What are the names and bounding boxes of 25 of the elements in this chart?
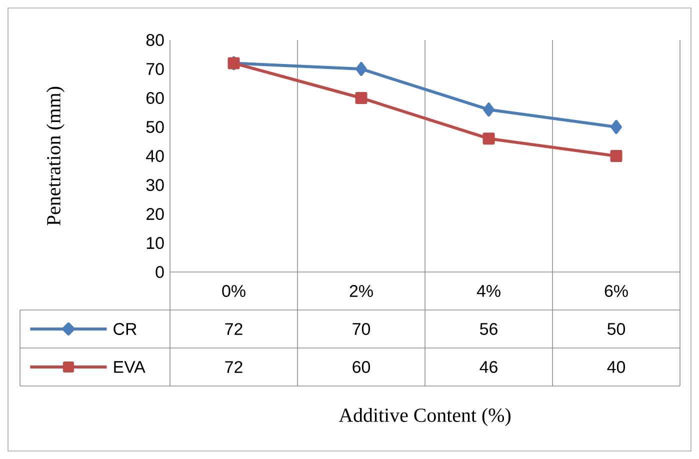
text: Additive Content (%) xyxy=(338,408,510,426)
data-label: 72 xyxy=(225,361,242,373)
y-tick-label: 40 xyxy=(146,150,164,162)
x-tick-label: 6% xyxy=(604,284,628,297)
data-label: 40 xyxy=(607,360,626,373)
x-tick-label: 4% xyxy=(476,285,500,297)
y-tick-label: 70 xyxy=(146,62,164,75)
y-tick-label: 20 xyxy=(146,208,164,220)
y-tick-label: 60 xyxy=(146,92,164,104)
y-tick-label: 0 xyxy=(156,266,164,278)
legend-label: EVA xyxy=(114,361,146,373)
data-label: 46 xyxy=(480,360,498,373)
y-tick-label: 30 xyxy=(146,178,164,191)
y-axis-title: Penetration (mm) xyxy=(46,86,64,226)
y-tick-label: 50 xyxy=(146,120,164,133)
data-label: 60 xyxy=(352,360,370,373)
x-tick-label: 0% xyxy=(222,284,246,297)
data-label: 70 xyxy=(352,322,370,335)
y-tick-label: 10 xyxy=(146,236,164,249)
data-label: 72 xyxy=(225,323,242,335)
data-label: 56 xyxy=(480,322,498,335)
y-tick-label: 80 xyxy=(146,34,164,46)
legend-label: CR xyxy=(114,322,136,335)
x-tick-label: 2% xyxy=(350,285,373,297)
data-label: 50 xyxy=(608,322,626,335)
